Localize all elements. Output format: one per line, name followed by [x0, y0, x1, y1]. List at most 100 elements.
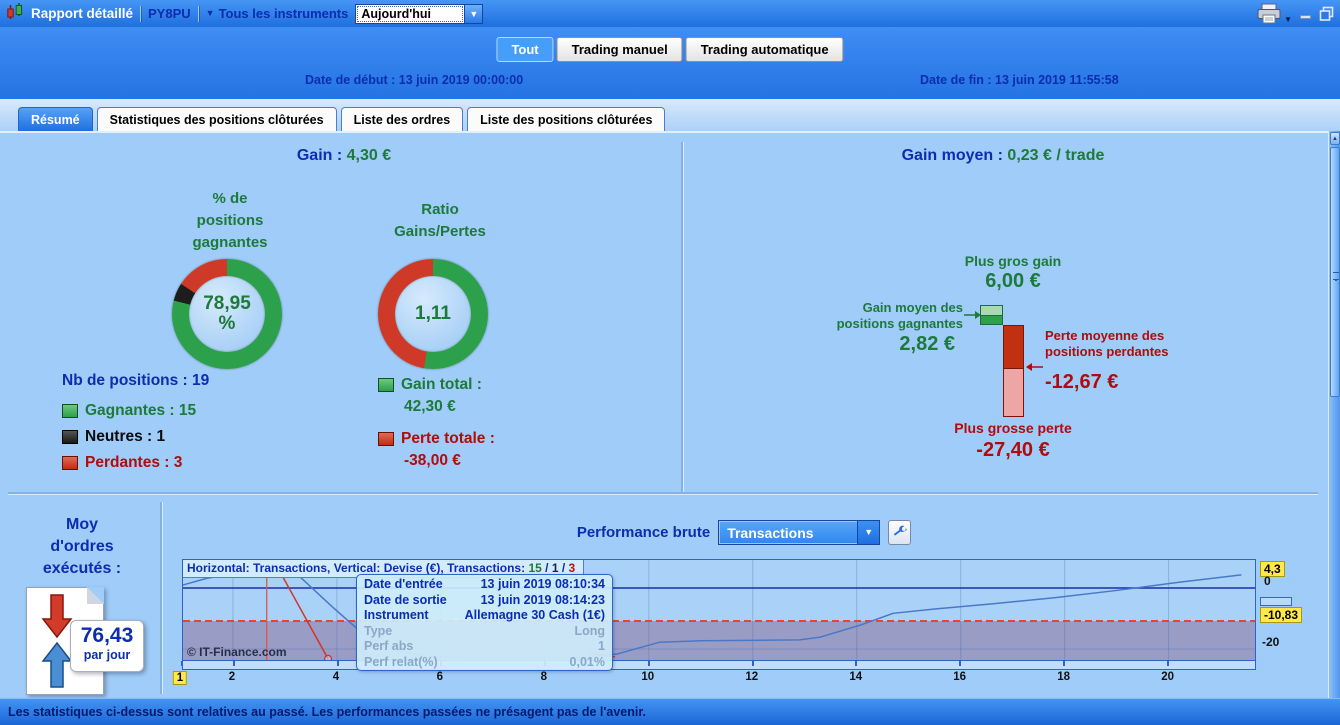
- axis-tick: [751, 661, 754, 666]
- mode-tabs: Tout Trading manuel Trading automatique: [496, 37, 844, 62]
- arrow-up-blue-icon: [41, 641, 73, 688]
- axis-tick: [647, 661, 650, 666]
- instrument-filter-label: Tous les instruments: [218, 6, 349, 21]
- axis-tick: [855, 661, 858, 666]
- report-body: Gain : 4,30 € % de positions gagnantes R…: [0, 131, 1340, 698]
- scrollbar-grip: [1333, 272, 1339, 280]
- tab-statistiques-positions[interactable]: Statistiques des positions clôturées: [96, 107, 337, 131]
- biggest-gain-label: Plus gros gain: [964, 253, 1062, 269]
- gain-bar: [980, 305, 1003, 325]
- totals-stats: Gain total : 42,30 € Perte totale : -38,…: [378, 372, 678, 476]
- perte-total-value: -38,00 €: [404, 452, 461, 469]
- period-select[interactable]: Aujourd'hui ▼: [355, 3, 484, 24]
- performance-series-select[interactable]: Transactions ▼: [718, 519, 881, 545]
- minimize-button[interactable]: [1300, 14, 1311, 19]
- axis-tick: [1063, 661, 1065, 666]
- tab-trading-manuel[interactable]: Trading manuel: [556, 37, 683, 62]
- gain-moyen-label: Gain moyen :: [901, 147, 1003, 164]
- gain-label: Gain :: [296, 147, 343, 164]
- arrow-left-icon: [1026, 363, 1043, 371]
- print-button[interactable]: ▼: [1256, 3, 1292, 24]
- winrate-value: 78,95: [203, 293, 251, 314]
- tab-tout[interactable]: Tout: [496, 37, 554, 62]
- loss-bar: [1003, 325, 1024, 417]
- biggest-gain-value: 6,00 €: [985, 270, 1041, 292]
- biggest-loss-label: Plus grosse perte: [954, 420, 1072, 436]
- positions-stats: Nb de positions : 19 Gagnantes : 15 Neut…: [62, 372, 362, 476]
- neutral-count: Neutres : 1: [85, 428, 166, 445]
- gain-loss-bar-figure: Plus gros gain 6,00 € Gain moyen des pos…: [683, 243, 1323, 488]
- period-select-value: Aujourd'hui: [356, 5, 464, 23]
- performance-header: Performance brute Transactions ▼: [166, 517, 1322, 547]
- chevron-down-icon: ▼: [1284, 15, 1292, 24]
- perte-total-swatch: [378, 432, 394, 446]
- avg-loss-label: Perte moyenne des positions perdantes: [1045, 328, 1169, 359]
- winrate-donut-chart: 78,95 %: [172, 259, 282, 369]
- orders-per-day-badge: 76,43 par jour: [70, 620, 144, 672]
- orders-title: Moy d'ordres exécutés :: [42, 516, 122, 577]
- divider: [140, 5, 142, 22]
- ratio-value: 1,11: [415, 303, 451, 324]
- vertical-scrollbar[interactable]: ▲: [1328, 131, 1340, 698]
- disclaimer-text: Les statistiques ci-dessus sont relative…: [8, 705, 646, 719]
- gain-moyen-header: Gain moyen : 0,23 € / trade: [683, 147, 1323, 165]
- gain-value: 4,30 €: [346, 147, 392, 164]
- gain-total-value: 42,30 €: [404, 398, 456, 415]
- window-title: Rapport détaillé: [31, 6, 134, 21]
- axis-tick: [180, 661, 183, 666]
- title-bar: Rapport détaillé PY8PU ▼ Tous les instru…: [0, 0, 1340, 27]
- perte-total-label: Perte totale :: [401, 430, 495, 447]
- chart-legend: Horizontal: Transactions, Vertical: Devi…: [183, 560, 585, 578]
- gain-total-label: Gain total :: [401, 376, 482, 393]
- divider: [681, 142, 683, 492]
- y-axis-labels: 4,3 0 -10,83 -20: [1260, 559, 1326, 671]
- performance-chart[interactable]: Horizontal: Transactions, Vertical: Devi…: [182, 559, 1256, 661]
- neutral-swatch: [62, 430, 78, 444]
- performance-title: Performance brute: [576, 523, 711, 541]
- avg-gain-bar: [981, 315, 1002, 324]
- chart-settings-button[interactable]: [888, 519, 912, 545]
- axis-tick: [1166, 661, 1169, 666]
- trade-tooltip: Date d'entrée 13 juin 2019 08:10:34 Date …: [356, 574, 613, 671]
- axis-tick: [336, 661, 339, 666]
- avg-gain-value: 2,82 €: [899, 333, 955, 355]
- chevron-down-icon[interactable]: ▼: [464, 4, 483, 23]
- wrench-icon: [894, 525, 908, 536]
- candlestick-icon: [6, 2, 24, 25]
- report-tabs: Résumé Statistiques des positions clôtur…: [0, 99, 1340, 131]
- scroll-up-button[interactable]: ▲: [1330, 132, 1340, 145]
- winrate-title: % de positions gagnantes: [192, 190, 268, 251]
- ratio-title: Ratio Gains/Pertes: [394, 201, 486, 240]
- chevron-down-icon: ▼: [205, 8, 215, 18]
- account-code: PY8PU: [148, 6, 191, 21]
- tab-liste-positions[interactable]: Liste des positions clôturées: [467, 107, 666, 131]
- avg-loss-value: -12,67 €: [1045, 371, 1119, 393]
- gain-total-swatch: [378, 378, 394, 392]
- start-date: Date de début : 13 juin 2019 00:00:00: [305, 73, 524, 87]
- axis-tick: [232, 661, 235, 666]
- biggest-loss-value: -27,40 €: [976, 439, 1050, 461]
- chevron-down-icon[interactable]: ▼: [857, 520, 880, 544]
- avg-gain-label: Gain moyen des positions gagnantes: [836, 300, 963, 331]
- winrate-unit: %: [218, 313, 236, 334]
- ratio-donut-chart: 1,11: [378, 259, 488, 369]
- scrollbar-thumb[interactable]: [1330, 147, 1340, 397]
- tab-trading-automatique[interactable]: Trading automatique: [685, 37, 844, 62]
- instrument-filter-dropdown[interactable]: ▼ Tous les instruments: [206, 6, 349, 21]
- header-band: Tout Trading manuel Trading automatique …: [0, 27, 1340, 99]
- divider: [8, 492, 1318, 494]
- divider: [197, 5, 199, 22]
- winners-count: Gagnantes : 15: [85, 402, 197, 419]
- nb-positions: Nb de positions : 19: [62, 372, 210, 389]
- restore-window-button[interactable]: [1319, 6, 1334, 21]
- end-date: Date de fin : 13 juin 2019 11:55:58: [920, 73, 1119, 87]
- tab-resume[interactable]: Résumé: [18, 107, 93, 131]
- tab-liste-ordres[interactable]: Liste des ordres: [340, 107, 464, 131]
- avg-loss-bar: [1004, 326, 1023, 369]
- arrow-right-icon: [964, 311, 981, 319]
- axis-tick: [959, 661, 962, 666]
- status-bar: Les statistiques ci-dessus sont relative…: [0, 698, 1340, 725]
- x-axis-strip: [180, 661, 1256, 670]
- dashed-line-tab: [1260, 597, 1292, 607]
